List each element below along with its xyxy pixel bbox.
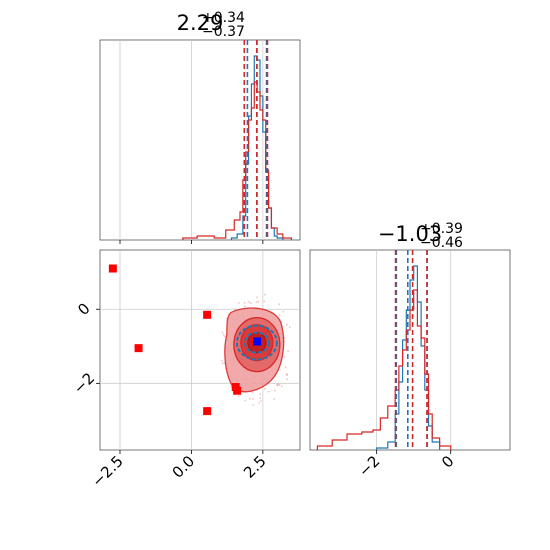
sample-point [286, 378, 289, 381]
sample-point [237, 395, 240, 398]
sample-point [286, 374, 289, 377]
sample-point [238, 302, 240, 304]
panel-title-y: −1.03 [378, 222, 442, 246]
sample-point [285, 323, 288, 326]
contour-blue-outer [235, 324, 278, 361]
sample-point [252, 404, 255, 406]
sample-point [288, 326, 291, 329]
sample-point [249, 397, 251, 400]
sample-point [220, 359, 223, 362]
sample-point [259, 397, 262, 400]
red-square-marker [203, 407, 212, 416]
panel-hist-x: 2.29 +0.34 −0.37 [99, 10, 301, 244]
sample-point [255, 301, 258, 304]
sample-point [250, 302, 252, 305]
sample-point [264, 387, 266, 390]
sample-point [278, 303, 281, 306]
x-tick-label: −2.5 [88, 452, 126, 490]
sample-point [276, 383, 279, 386]
sample-point [251, 391, 254, 394]
sample-point [284, 366, 287, 369]
sample-point [278, 314, 281, 317]
sample-point [221, 362, 224, 365]
title-y-upper-error: +0.39 [420, 221, 463, 237]
red-square-marker [233, 386, 242, 395]
sample-point [278, 384, 281, 386]
red-square-marker [134, 344, 143, 353]
panel-frame [99, 249, 301, 451]
y-tick-label: −2 [70, 369, 98, 397]
sample-point [280, 385, 283, 388]
sample-point [243, 301, 246, 304]
title-x-upper-error: +0.34 [202, 10, 245, 26]
blue-square-marker [253, 337, 262, 346]
x-tick-label: −2 [355, 452, 383, 480]
sample-point [259, 393, 262, 396]
panel-frame [99, 39, 301, 241]
sample-point [247, 301, 250, 303]
panel-hist-y: −2 0 −1.03 +0.39 −0.46 [309, 221, 511, 480]
histogram-series [316, 289, 452, 450]
panel-scatter-xy: −2.5 0.0 2.5 0 −2 [70, 249, 301, 491]
sample-point [260, 400, 262, 402]
sample-point [282, 310, 285, 313]
sample-point [230, 385, 232, 388]
sample-point [258, 402, 261, 404]
panel-frame [309, 249, 511, 451]
title-y-lower-error: −0.46 [420, 235, 463, 251]
panel-title-x: 2.29 [177, 11, 224, 35]
sample-point [224, 335, 226, 338]
sample-point [257, 300, 260, 303]
sample-point [274, 389, 276, 392]
x-tick-label: 0 [438, 452, 457, 471]
sample-point [244, 399, 247, 402]
sample-point [287, 350, 289, 353]
sample-point [283, 356, 286, 358]
sample-point [234, 308, 237, 310]
red-square-marker [203, 310, 212, 319]
x-tick-label: 2.5 [240, 452, 270, 482]
sample-point [264, 293, 266, 296]
sample-point [273, 398, 275, 400]
sample-point [222, 334, 225, 336]
sample-point [256, 296, 258, 299]
y-tick-label: 0 [74, 300, 93, 319]
red-square-marker [108, 264, 117, 273]
histogram-series [182, 81, 293, 240]
sample-point [267, 390, 270, 393]
sample-point [285, 373, 288, 375]
sample-point [263, 300, 266, 303]
sample-point [251, 398, 254, 400]
contour-blue-inner [243, 331, 270, 354]
sample-point [243, 305, 246, 308]
sample-point [221, 331, 224, 334]
title-x-lower-error: −0.37 [202, 24, 245, 40]
x-tick-label: 0.0 [169, 452, 199, 482]
